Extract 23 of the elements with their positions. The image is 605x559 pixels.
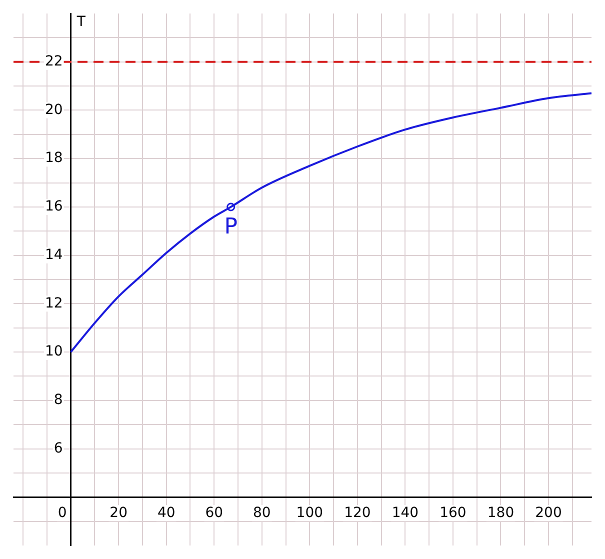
y-tick-label: 8 [54, 392, 63, 408]
x-tick-label: 120 [344, 504, 371, 521]
y-tick-label: 12 [44, 295, 63, 312]
x-tick-label: 100 [296, 504, 324, 521]
y-tick-label: 20 [44, 102, 63, 118]
y-tick-label: 18 [44, 150, 63, 166]
x-tick-label: 200 [535, 504, 562, 521]
x-tick-label: 20 [110, 504, 128, 521]
y-tick-label: 10 [44, 344, 63, 360]
y-axis-title: T [76, 14, 86, 30]
y-tick-label: 6 [54, 440, 63, 456]
x-tick-label: 60 [205, 504, 224, 521]
x-tick-label: 140 [392, 504, 419, 521]
x-tick-label: 40 [157, 504, 176, 521]
x-tick-label: 180 [487, 504, 514, 521]
x-tick-label: 80 [252, 504, 271, 521]
line-series [70, 92, 592, 354]
y-tick-label: 14 [44, 246, 63, 263]
annotation: P [224, 214, 238, 240]
y-tick-label: 22 [44, 54, 63, 70]
x-tick-label: 160 [440, 504, 466, 521]
y-tick-label: 16 [44, 198, 63, 215]
x-tick-label: 0 [58, 504, 67, 521]
